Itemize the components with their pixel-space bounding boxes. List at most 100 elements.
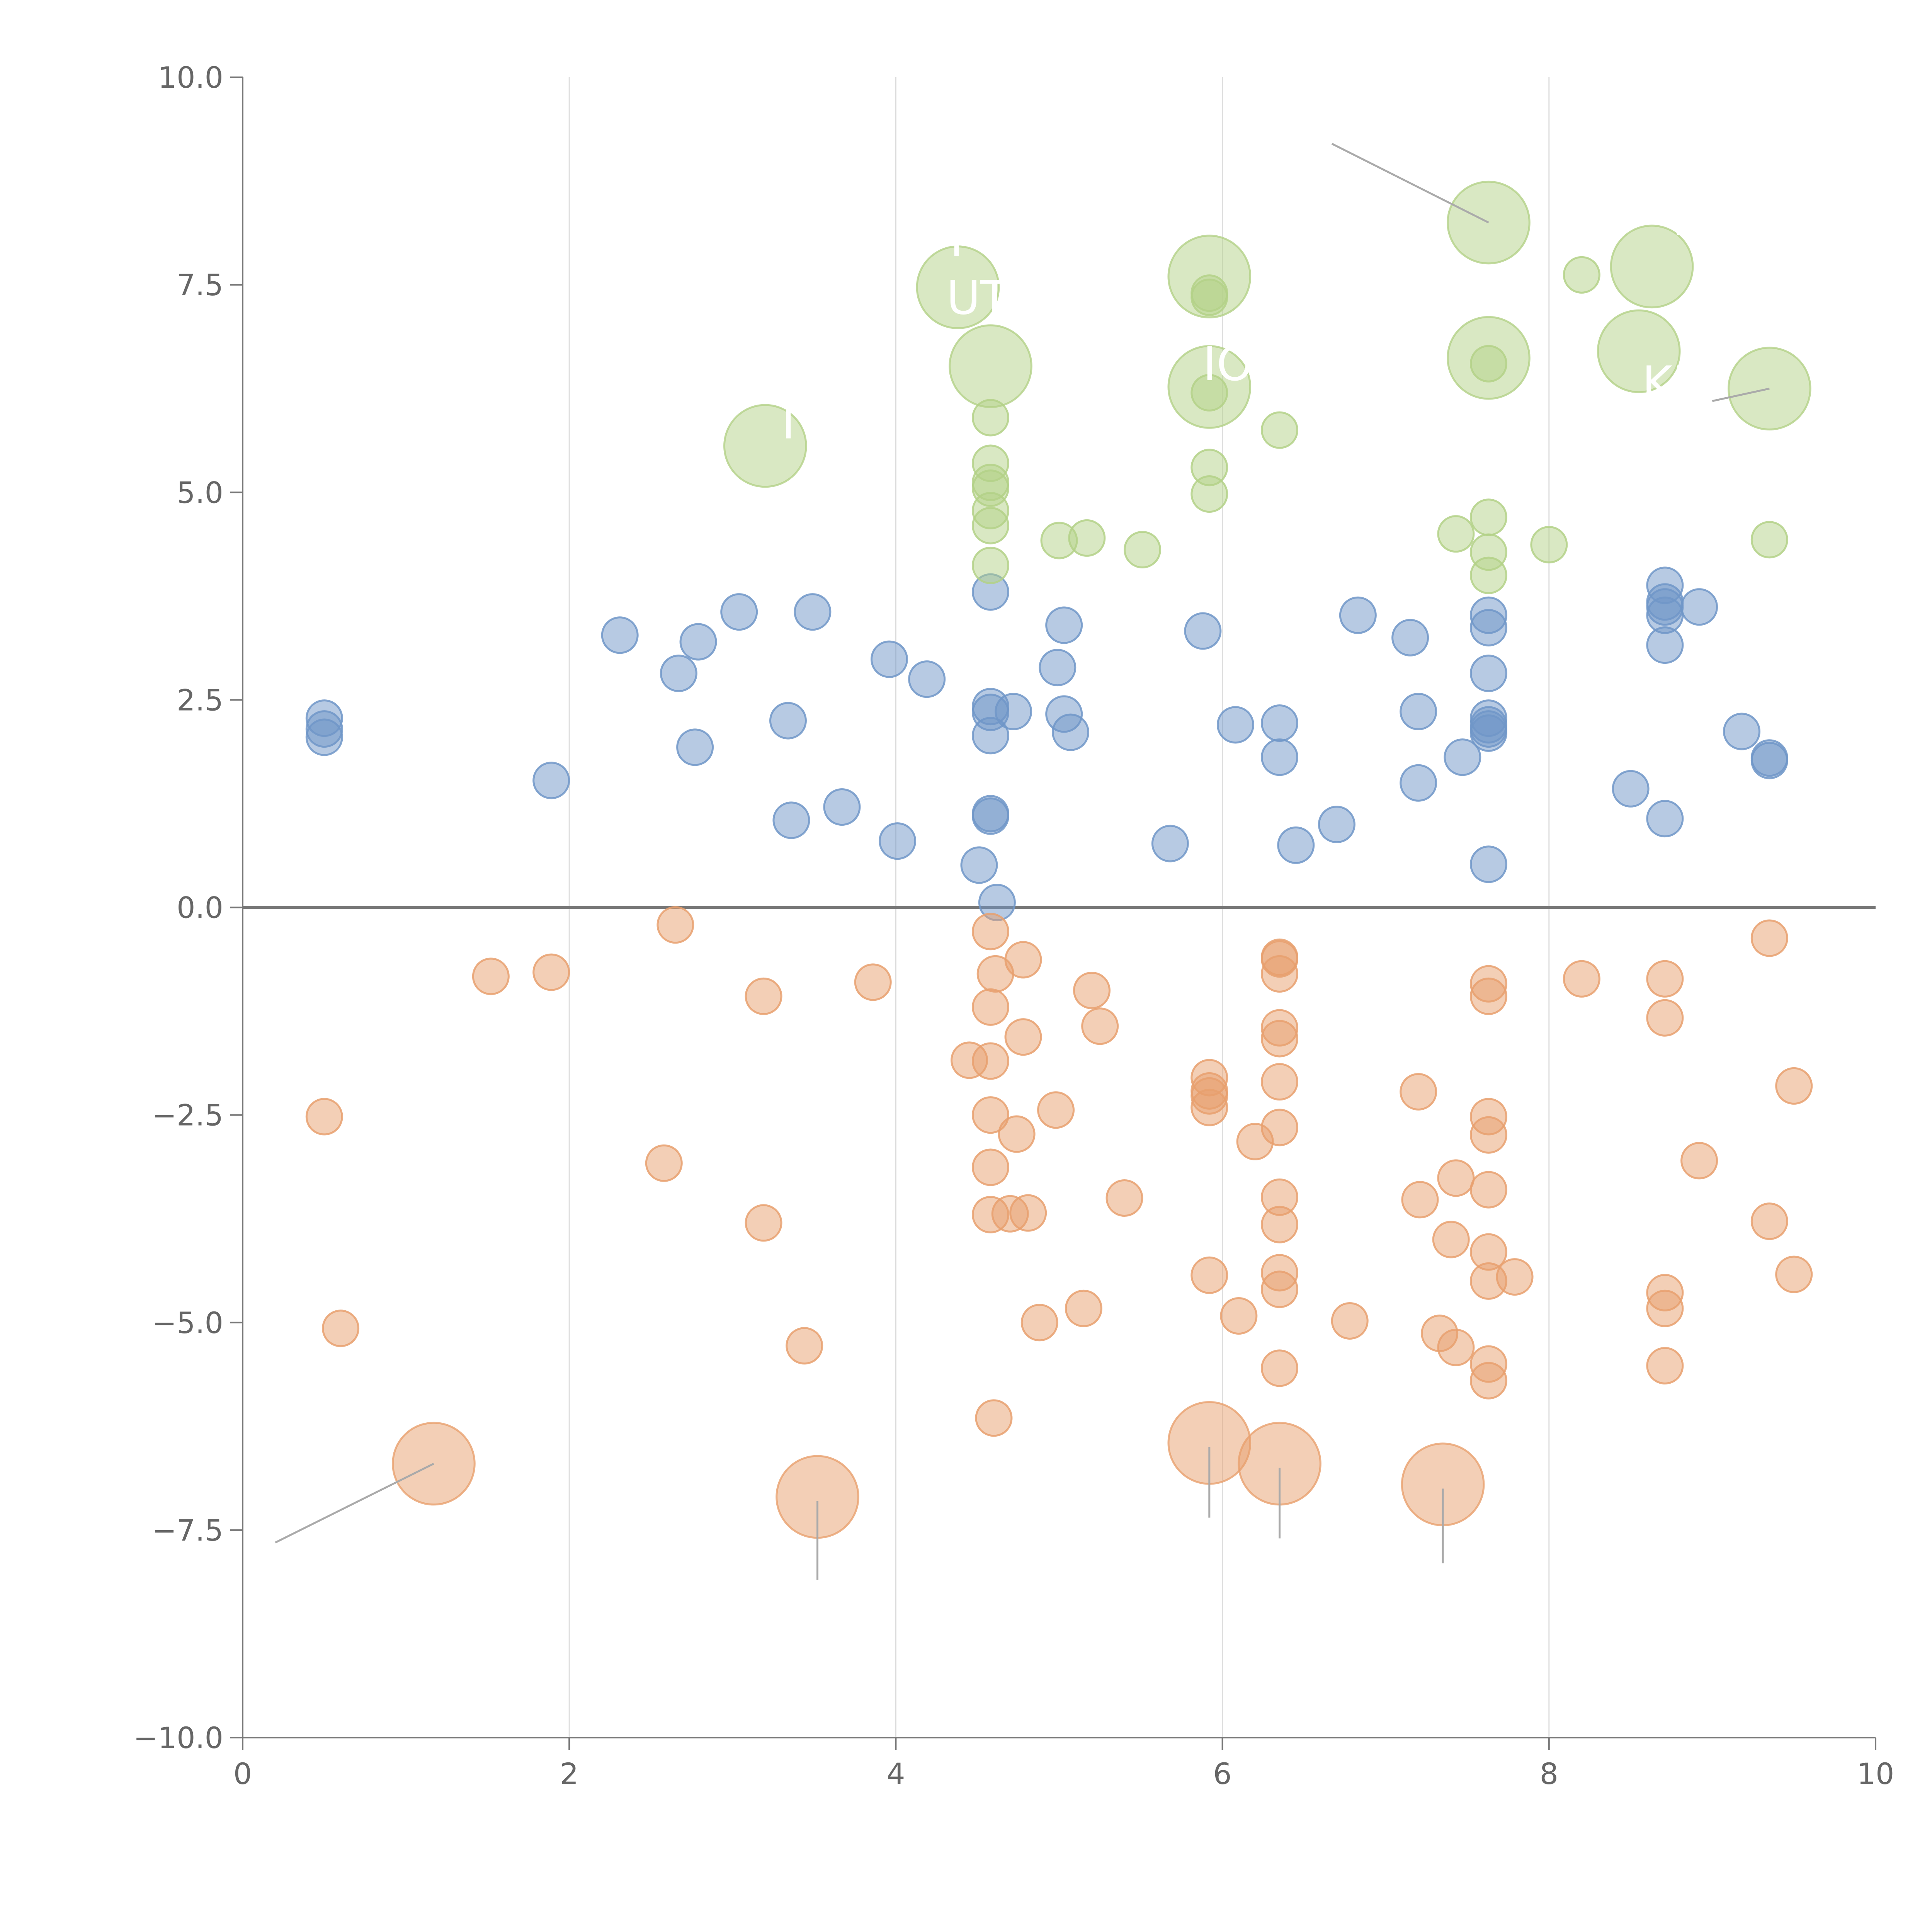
blue-point (823, 788, 861, 826)
orange-point (972, 913, 1010, 951)
x-tick-label: 8 (1540, 1757, 1558, 1791)
annotation-leader-line (275, 1463, 434, 1544)
orange-point (1469, 1362, 1507, 1400)
green-point (1469, 556, 1507, 594)
green-large-bubble (1167, 235, 1252, 318)
orange-point (1680, 1142, 1718, 1180)
orange-point (645, 1144, 683, 1182)
orange-point (1563, 960, 1600, 998)
orange-point (1469, 1116, 1507, 1154)
blue-point (676, 728, 714, 766)
orange-point (1190, 1256, 1228, 1294)
orange-point (1750, 919, 1788, 957)
green-point (1530, 526, 1568, 564)
blue-point (1400, 692, 1437, 730)
green-point (1068, 519, 1106, 557)
annotation-text: I (950, 213, 963, 267)
blue-point (769, 702, 807, 740)
annotation-leader-line (1712, 388, 1770, 402)
blue-point (1151, 825, 1189, 862)
green-point (1124, 531, 1162, 568)
y-tick-label: −2.5 (152, 1098, 223, 1133)
blue-point (1184, 612, 1222, 650)
orange-point (1009, 1194, 1047, 1232)
blue-point (1052, 713, 1090, 751)
blue-point (1612, 770, 1650, 808)
orange-point (305, 1098, 343, 1136)
orange-point (972, 988, 1010, 1026)
blue-point (1680, 588, 1718, 626)
orange-point (1261, 1020, 1299, 1058)
orange-point (1750, 1202, 1788, 1240)
y-tick-label: 7.5 (177, 268, 223, 302)
blue-point (1261, 738, 1299, 776)
blue-point (1646, 626, 1684, 664)
blue-point (1045, 606, 1083, 644)
orange-point (1004, 941, 1042, 979)
blue-point (1750, 742, 1788, 779)
orange-point (1073, 971, 1111, 1009)
green-point (1190, 475, 1228, 513)
blue-point (1339, 596, 1377, 634)
green-large-bubble (723, 404, 807, 488)
orange-point (1646, 999, 1684, 1037)
orange-point (1646, 1289, 1684, 1327)
data-points (305, 180, 1813, 1539)
annotation-text: IO (1203, 338, 1253, 391)
blue-point (908, 660, 946, 698)
orange-point (1469, 1171, 1507, 1209)
y-tick-label: 5.0 (177, 475, 223, 510)
blue-point (879, 822, 917, 860)
blue-point (532, 762, 570, 799)
blue-point (1469, 714, 1507, 752)
green-point (1437, 515, 1475, 553)
x-tick-label: 6 (1213, 1757, 1231, 1791)
orange-point (656, 906, 694, 944)
annotation-text: Z (1675, 192, 1706, 246)
orange-point (998, 1115, 1036, 1153)
blue-point (1469, 655, 1507, 692)
orange-point (1646, 1347, 1684, 1384)
orange-point (1331, 1302, 1369, 1340)
orange-point (532, 953, 570, 991)
orange-point (1220, 1297, 1258, 1335)
blue-point (1391, 619, 1429, 656)
annotation-text: UT (946, 271, 1009, 325)
blue-point (995, 692, 1032, 730)
blue-point (1646, 800, 1684, 838)
blue-point (1469, 609, 1507, 646)
orange-point (1261, 1063, 1299, 1101)
green-large-bubble (1728, 347, 1811, 430)
orange-point (1261, 955, 1299, 993)
x-tick-label: 10 (1857, 1757, 1895, 1791)
blue-point (679, 623, 717, 661)
orange-point (786, 1327, 823, 1365)
orange-point (1261, 1270, 1299, 1308)
annotation-text: I (782, 396, 795, 450)
green-large-bubble (1167, 345, 1252, 429)
orange-point (745, 1204, 782, 1242)
annotation-leader-line (1331, 143, 1489, 224)
blue-point (972, 797, 1010, 835)
blue-point (1444, 738, 1481, 776)
blue-point (1039, 649, 1077, 687)
green-large-bubble (1610, 224, 1694, 309)
green-point (1469, 498, 1507, 536)
annotation-text: 3 (1227, 197, 1257, 250)
orange-point (745, 977, 782, 1015)
y-tick-label: 2.5 (177, 683, 223, 717)
blue-point (772, 801, 810, 839)
orange-point (472, 957, 510, 995)
annotation-text: KI (1642, 357, 1686, 411)
orange-point (1065, 1289, 1102, 1327)
orange-point (1261, 1349, 1299, 1387)
orange-point (1400, 1073, 1437, 1111)
blue-point (972, 717, 1010, 755)
blue-point (305, 718, 343, 756)
orange-point (1496, 1258, 1534, 1296)
blue-point (1469, 845, 1507, 883)
blue-point (660, 655, 697, 692)
orange-point (1037, 1091, 1075, 1129)
